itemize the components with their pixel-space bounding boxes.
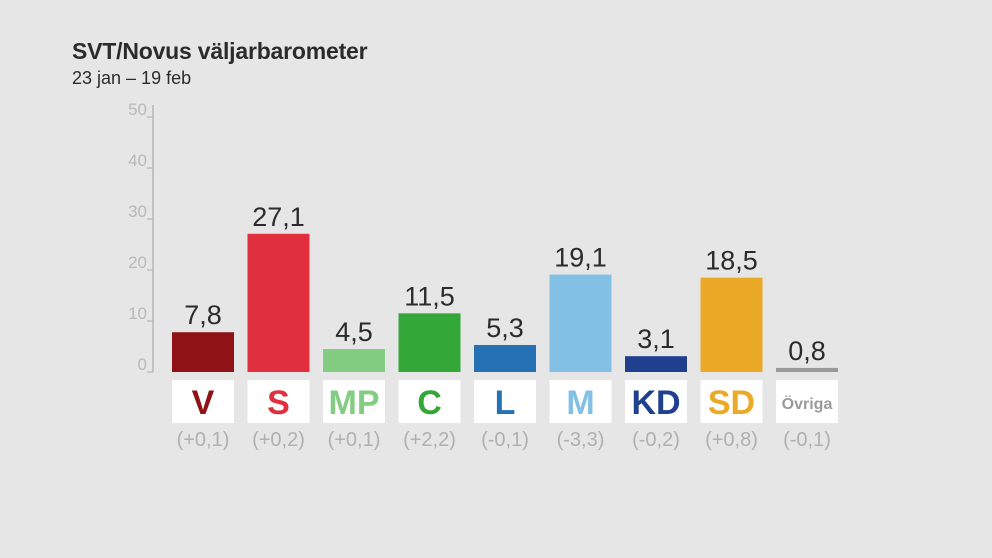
- change-label: (-3,3): [557, 429, 605, 451]
- bar: [549, 274, 612, 372]
- bar-value-label: 7,8: [184, 300, 222, 330]
- bar-value-label: 5,3: [486, 313, 524, 343]
- change-label: (+2,2): [403, 429, 456, 451]
- category-box: [625, 380, 687, 423]
- bar: [247, 233, 310, 372]
- category-label: KD: [631, 384, 680, 422]
- change-label: (+0,1): [328, 429, 381, 451]
- category-label: MP: [329, 384, 380, 422]
- bar: [776, 367, 838, 372]
- category-label: L: [495, 384, 516, 422]
- change-label: (-0,1): [481, 429, 529, 451]
- category-label: V: [192, 384, 215, 422]
- bar-value-label: 4,5: [335, 317, 373, 347]
- change-label: (+0,8): [705, 429, 758, 451]
- bar-value-label: 11,5: [404, 281, 455, 311]
- category-box: [776, 380, 838, 423]
- category-label: SD: [708, 384, 755, 422]
- bar: [700, 277, 763, 372]
- change-label: (-0,1): [783, 429, 831, 451]
- category-label: S: [267, 384, 290, 422]
- category-box: [398, 380, 461, 423]
- bar: [323, 349, 385, 372]
- bar: [474, 344, 536, 372]
- chart-subtitle: 23 jan – 19 feb: [72, 68, 192, 88]
- change-label: (-0,2): [632, 429, 680, 451]
- category-label: Övriga: [782, 394, 833, 413]
- y-tick-label: 20: [128, 253, 147, 272]
- bar-value-label: 0,8: [788, 336, 826, 366]
- change-label: (+0,2): [252, 429, 305, 451]
- y-tick-label: 40: [128, 151, 147, 170]
- bar-value-label: 3,1: [637, 324, 675, 354]
- category-box: [549, 380, 612, 423]
- category-box: [323, 380, 385, 423]
- category-label: C: [417, 384, 442, 422]
- y-tick-label: 10: [128, 304, 147, 323]
- bar: [625, 356, 687, 372]
- bar-value-label: 19,1: [554, 243, 607, 273]
- category-box: [172, 380, 234, 423]
- y-tick-label: 30: [128, 202, 147, 221]
- bar: [398, 313, 461, 372]
- category-box: [247, 380, 310, 423]
- bar-value-label: 27,1: [252, 202, 305, 232]
- y-tick-label: 0: [138, 355, 147, 374]
- bar: [172, 332, 234, 372]
- bar-value-label: 18,5: [705, 246, 758, 276]
- y-tick-label: 50: [128, 100, 147, 119]
- category-box: [474, 380, 536, 423]
- change-label: (+0,1): [177, 429, 230, 451]
- category-label: M: [566, 384, 594, 422]
- chart-title: SVT/Novus väljarbarometer: [72, 38, 368, 64]
- category-box: [700, 380, 763, 423]
